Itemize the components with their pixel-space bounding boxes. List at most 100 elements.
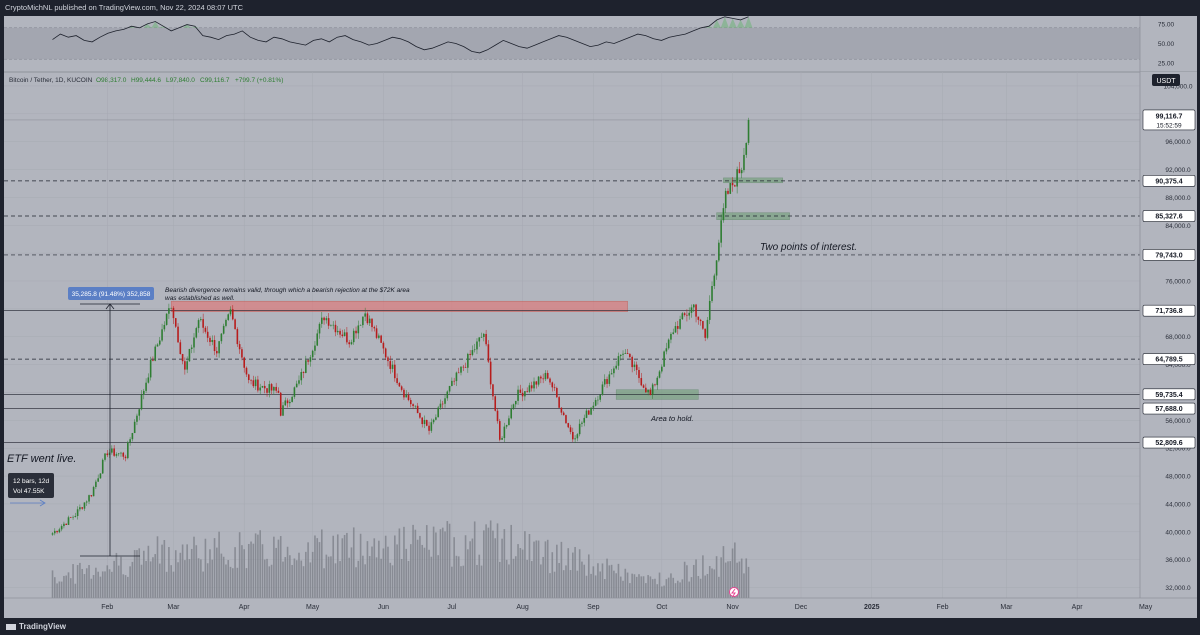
volume-bar — [131, 561, 134, 598]
volume-bar — [583, 564, 586, 598]
candle-body — [622, 353, 624, 355]
volume-bar — [599, 571, 602, 598]
candle-body — [521, 392, 524, 397]
volume-bar — [683, 561, 686, 598]
candle-body — [394, 364, 396, 379]
candle-body — [133, 421, 136, 434]
currency-badge[interactable] — [1152, 74, 1180, 86]
candle-body — [124, 456, 127, 459]
candle-body — [423, 419, 426, 425]
volume-bar — [553, 571, 556, 598]
volume-bar — [610, 564, 613, 598]
volume-bar — [65, 575, 68, 598]
volume-bar — [174, 550, 177, 598]
candle-body — [263, 385, 266, 389]
candle-body — [645, 387, 647, 393]
time-tick: Dec — [795, 604, 808, 611]
volume-bar — [211, 559, 214, 598]
volume-bar — [697, 576, 700, 598]
price-tick: 84,000.0 — [1165, 223, 1191, 230]
volume-bar — [60, 581, 63, 598]
candle-body — [672, 332, 675, 334]
candle-body — [339, 330, 341, 335]
candle-body — [537, 376, 540, 385]
candle-body — [101, 459, 104, 474]
candle-body — [368, 318, 371, 324]
volume-bar — [503, 529, 506, 598]
volume-bar — [533, 541, 535, 598]
event-icon[interactable] — [729, 587, 739, 597]
candle-body — [416, 405, 419, 414]
volume-bar — [670, 573, 672, 598]
volume-bar — [184, 560, 186, 598]
volume-bar — [277, 539, 280, 598]
volume-bar — [674, 583, 677, 598]
volume-bar — [542, 556, 544, 598]
candle-body — [227, 314, 230, 320]
volume-bar — [250, 541, 252, 598]
candle-body — [336, 330, 339, 333]
level-label-box — [1142, 109, 1196, 131]
candle-body — [647, 389, 649, 393]
tradingview-logo[interactable]: TradingView — [6, 618, 66, 635]
volume-bar — [136, 550, 138, 598]
candle-body — [129, 439, 131, 443]
volume-bar — [722, 546, 725, 598]
volume-bar — [373, 538, 376, 598]
volume-bar — [325, 554, 328, 598]
volume-bar — [188, 559, 191, 598]
candle-body — [736, 169, 738, 187]
measure-label: 35,285.8 (91.48%) 352,858 — [72, 291, 151, 298]
volume-bar — [252, 543, 255, 598]
candle-body — [152, 359, 154, 361]
candle-body — [211, 339, 214, 343]
chart-canvas[interactable]: 75.00 50.00 25.00 Bitcoin / Tether, 1D, KU… — [0, 0, 1200, 618]
time-tick: Sep — [587, 604, 600, 611]
price-grid — [4, 72, 1146, 598]
candle-body — [120, 452, 122, 454]
volume-bar — [394, 535, 396, 598]
volume-bar — [480, 565, 483, 598]
price-tick: 40,000.0 — [1165, 529, 1191, 536]
volume-bar — [734, 542, 736, 598]
candle-body — [437, 407, 439, 418]
level-label-box — [1142, 353, 1196, 365]
candle-body — [90, 495, 93, 497]
candle-body — [165, 313, 168, 325]
level-label: 90,375.4 — [1155, 178, 1182, 185]
volume-bar — [608, 565, 611, 598]
volume-bar — [731, 548, 734, 598]
candle-body — [533, 381, 535, 389]
volume-bar — [257, 534, 259, 598]
candle-body — [117, 453, 120, 455]
volume-bar — [661, 586, 663, 598]
volume-bar — [469, 541, 471, 598]
legend-low: L97,840.0 — [166, 77, 195, 84]
level-label: 57,688.0 — [1155, 406, 1182, 413]
candle-body — [382, 342, 385, 349]
candle-body — [67, 517, 70, 525]
volume-bar — [624, 568, 627, 598]
candle-body — [444, 398, 446, 404]
volume-bar — [651, 579, 654, 598]
volume-bar — [412, 524, 414, 598]
candle-body — [633, 364, 636, 368]
volume-bar — [505, 559, 508, 598]
candle-body — [656, 377, 659, 386]
candle-body — [193, 337, 195, 348]
price-tick: 68,000.0 — [1165, 334, 1191, 341]
volume-bar — [642, 576, 645, 598]
candle-body — [104, 453, 106, 460]
volume-bar — [702, 555, 704, 598]
volume-bar — [736, 562, 738, 598]
candle-body — [587, 410, 590, 415]
volume-bar — [439, 529, 442, 598]
candle-body — [674, 326, 677, 333]
candle-body — [676, 326, 679, 329]
volume-bar — [284, 557, 287, 598]
candle-body — [161, 329, 163, 341]
level-label-box — [1142, 304, 1196, 317]
volume-bar — [724, 562, 727, 598]
legend-close: C99,116.7 — [200, 77, 230, 84]
candle-body — [279, 392, 282, 416]
